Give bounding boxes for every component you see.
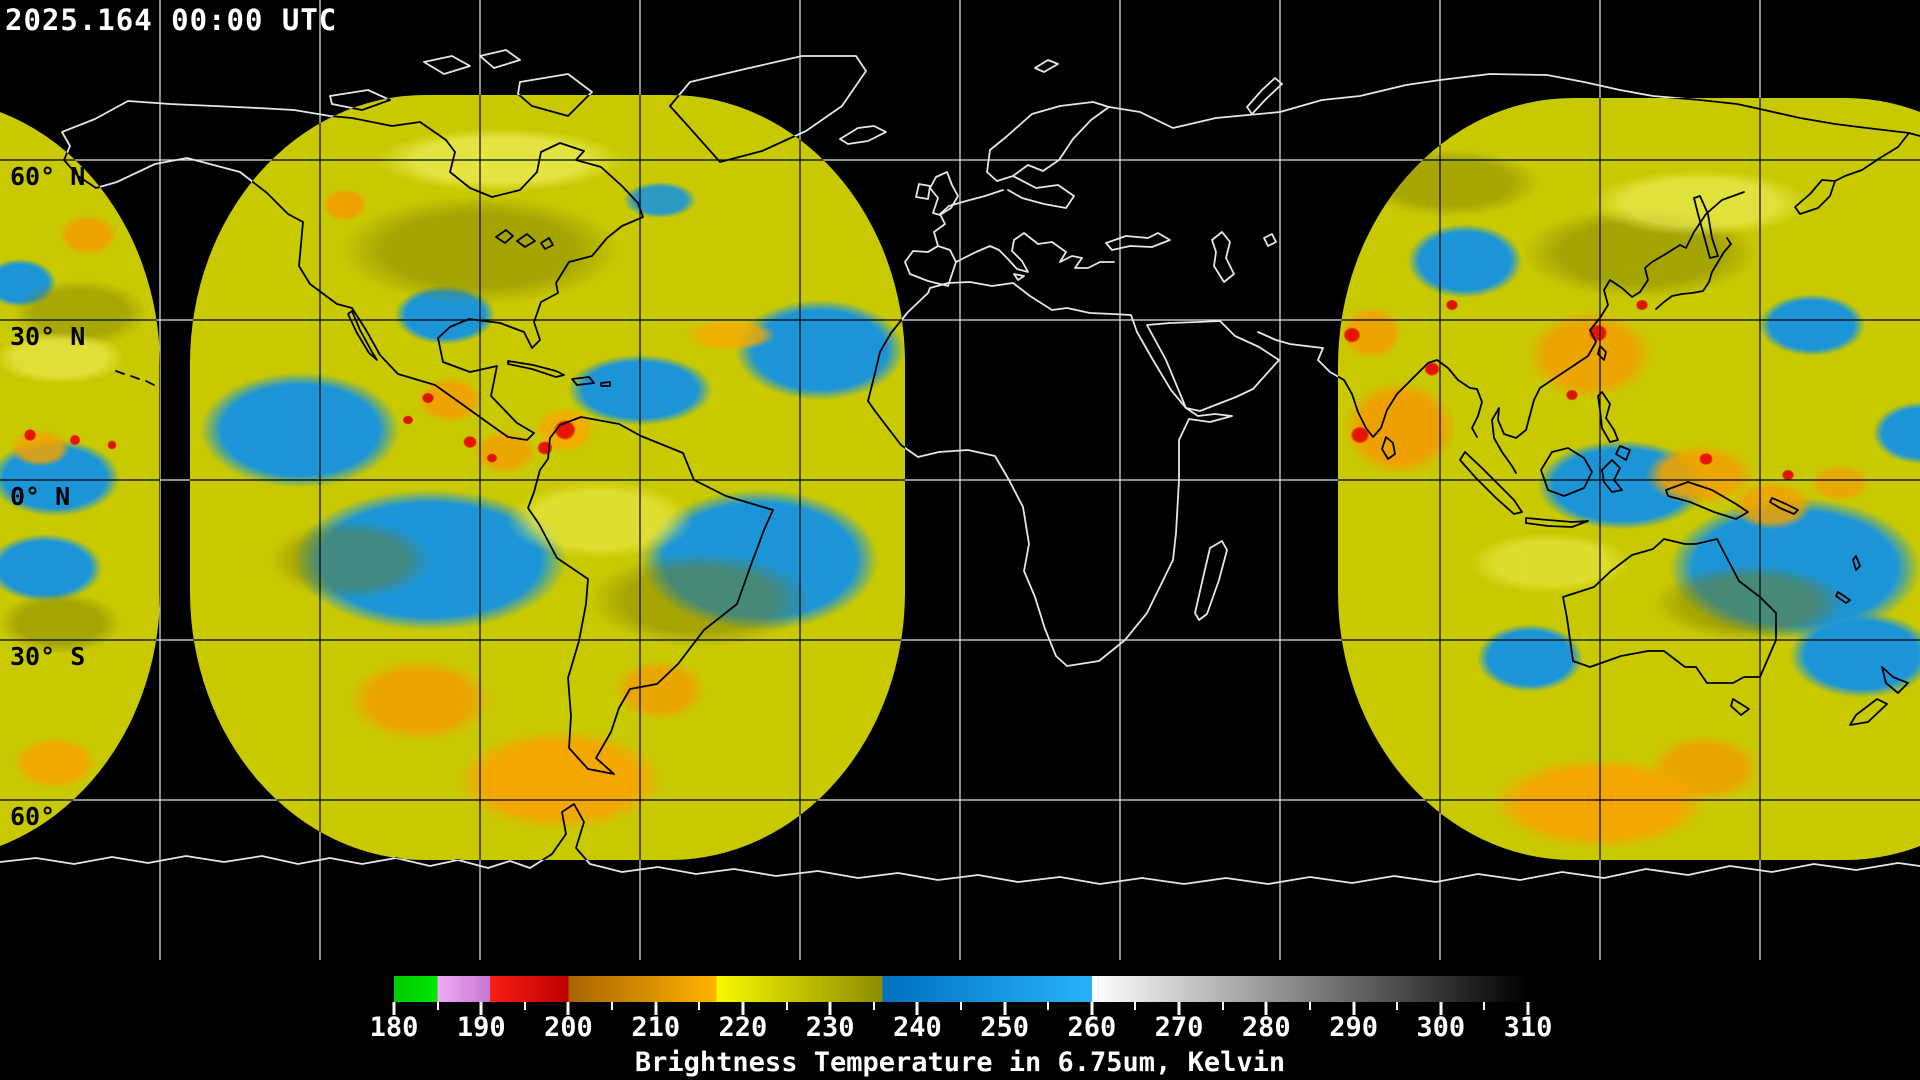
colorbar-minor-tick (785, 1002, 788, 1010)
colorbar-major-tick (1003, 1002, 1007, 1015)
colorbar-minor-tick (523, 1002, 526, 1010)
satellite-footprint-dateline-wrap (0, 98, 160, 860)
colorbar-tick-label: 280 (1241, 1012, 1291, 1043)
latitude-label: 60° N (10, 162, 86, 191)
colorbar-major-tick (741, 1002, 745, 1015)
latitude-label: 0° N (10, 482, 71, 511)
colorbar-major-tick (1526, 1002, 1530, 1015)
timestamp-label: 2025.164 00:00 UTC (5, 3, 338, 37)
latitude-label: 30° S (10, 642, 86, 671)
colorbar-tick-label: 250 (980, 1012, 1030, 1043)
latitude-label: 30° N (10, 322, 86, 351)
colorbar-minor-tick (1134, 1002, 1137, 1010)
colorbar-tick-label: 290 (1329, 1012, 1378, 1043)
colorbar-tick-labels: 180 190 200 210 220 230 240 250 260 270 280 290 300 3… (370, 1012, 1553, 1043)
colorbar-major-tick (1439, 1002, 1443, 1015)
colorbar-title: Brightness Temperature in 6.75um, Kelvin (634, 1047, 1286, 1078)
satellite-footprint-west-pacific (1338, 98, 1920, 860)
colorbar-tick-label: 310 (1503, 1012, 1553, 1043)
colorbar-ticks (392, 1002, 1530, 1018)
colorbar-minor-tick (872, 1002, 875, 1010)
colorbar-major-tick (566, 1002, 570, 1015)
colorbar-gradient (394, 976, 1528, 1002)
colorbar-tick-label: 230 (805, 1012, 855, 1043)
colorbar-tick-label: 180 (369, 1012, 419, 1043)
colorbar-major-tick (1264, 1002, 1268, 1015)
colorbar-minor-tick (1483, 1002, 1486, 1010)
latitude-label: 60° S (10, 802, 86, 831)
colorbar-minor-tick (436, 1002, 439, 1010)
colorbar-major-tick (479, 1002, 483, 1015)
colorbar-major-tick (915, 1002, 919, 1015)
colorbar-tick-label: 210 (631, 1012, 681, 1043)
colorbar-tick-label: 270 (1154, 1012, 1204, 1043)
colorbar-minor-tick (611, 1002, 614, 1010)
satellite-footprint-goes-east (190, 95, 905, 860)
colorbar-major-tick (1352, 1002, 1356, 1015)
colorbar-tick-label: 200 (544, 1012, 593, 1043)
colorbar-tick-label: 260 (1067, 1012, 1117, 1043)
colorbar-minor-tick (698, 1002, 701, 1010)
colorbar-minor-tick (960, 1002, 962, 1010)
colorbar-minor-tick (1221, 1002, 1224, 1010)
colorbar-major-tick (1177, 1002, 1181, 1015)
colorbar-major-tick (1090, 1002, 1094, 1015)
colorbar-tick-label: 220 (718, 1012, 768, 1043)
colorbar-major-tick (654, 1002, 658, 1015)
colorbar-major-tick (828, 1002, 832, 1015)
colorbar-tick-label: 300 (1416, 1012, 1466, 1043)
colorbar-tick-label: 240 (892, 1012, 942, 1043)
colorbar-minor-tick (1047, 1002, 1050, 1010)
colorbar-major-tick (392, 1002, 396, 1015)
colorbar-minor-tick (1396, 1002, 1399, 1010)
colorbar-tick-label: 190 (456, 1012, 506, 1043)
colorbar-minor-tick (1308, 1002, 1311, 1010)
